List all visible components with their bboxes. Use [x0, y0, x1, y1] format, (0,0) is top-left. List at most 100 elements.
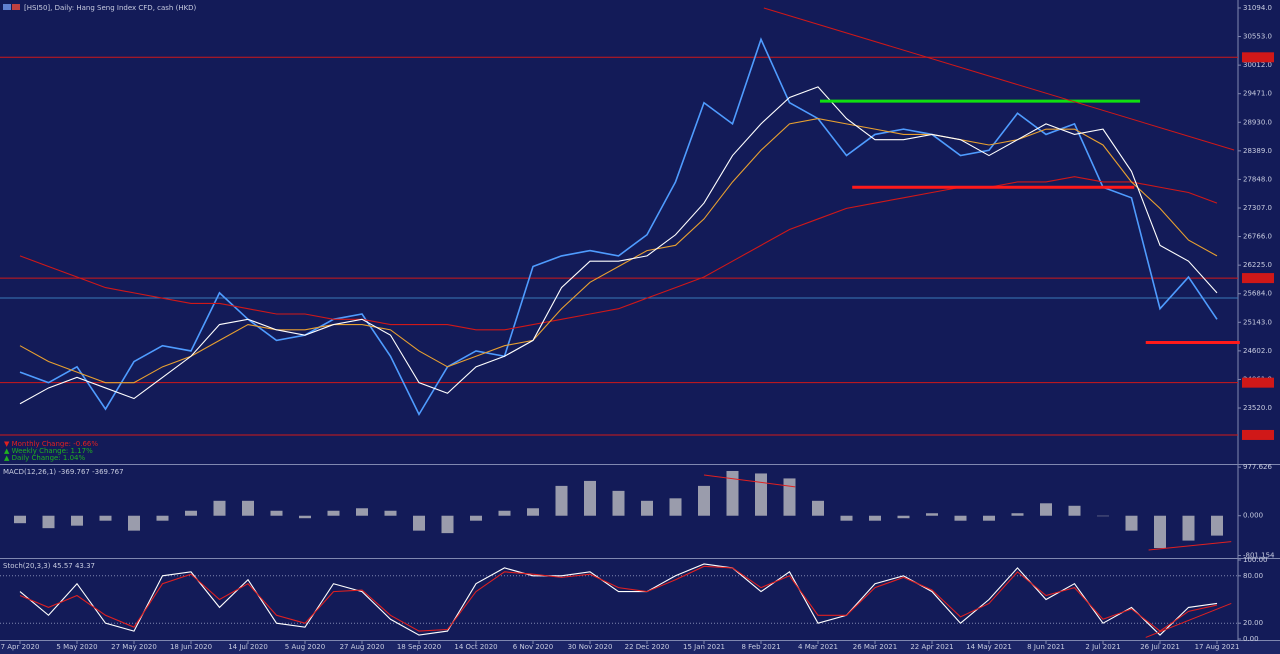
x-tick-label: 30 Nov 2020	[568, 643, 613, 651]
y-tick-label: 977.626	[1243, 463, 1272, 471]
bar	[584, 480, 596, 516]
bar	[14, 515, 26, 524]
x-tick-label: 15 Jan 2021	[683, 643, 725, 651]
x-tick-label: 8 Jun 2021	[1027, 643, 1065, 651]
info-line: ▲ Daily Change: 1.04%	[4, 454, 86, 462]
bar	[755, 473, 767, 516]
bar	[413, 515, 425, 531]
x-tick-label: 17 Aug 2021	[1195, 643, 1240, 651]
trendline	[1148, 541, 1232, 551]
bar	[384, 510, 397, 516]
x-tick-label: 27 May 2020	[111, 643, 157, 651]
bar	[242, 500, 254, 516]
bar	[612, 490, 625, 516]
bar	[1182, 515, 1195, 541]
x-tick-label: 26 Mar 2021	[853, 643, 897, 651]
bar	[71, 515, 83, 526]
x-tick-label: 4 Mar 2021	[798, 643, 838, 651]
y-tick-label: 28389.0	[1243, 147, 1272, 155]
y-tick-label: 27307.0	[1243, 204, 1272, 212]
x-axis-strip	[0, 641, 1280, 654]
x-tick-label: 18 Sep 2020	[397, 643, 441, 651]
y-tick-label: 31094.0	[1243, 4, 1272, 12]
info-line: ▲ Weekly Change: 1.17%	[4, 447, 93, 455]
panel-title: MACD(12,26,1) -369.767 -369.767	[3, 468, 124, 476]
bar	[1154, 515, 1166, 549]
bar	[42, 515, 55, 529]
bar	[926, 513, 938, 516]
y-tick-label: 80.00	[1243, 572, 1263, 580]
y-tick-label: 28930.0	[1243, 118, 1272, 126]
series-line	[19, 86, 1218, 405]
x-tick-label: 18 Jun 2020	[170, 643, 212, 651]
bar	[1125, 515, 1138, 531]
icon	[3, 4, 11, 10]
y-tick-label: 20.00	[1243, 619, 1263, 627]
x-tick-label: 26 Jul 2021	[1140, 643, 1180, 651]
bar	[527, 508, 539, 516]
bar	[270, 510, 283, 516]
bar	[213, 500, 226, 516]
y-tick-label: 26766.0	[1243, 233, 1272, 241]
x-tick-label: 22 Apr 2021	[910, 643, 953, 651]
series-line	[19, 37, 1218, 417]
bar	[1097, 515, 1109, 517]
x-tick-label: 2 Jul 2021	[1085, 643, 1120, 651]
x-tick-label: 5 May 2020	[56, 643, 97, 651]
series-line	[19, 565, 1218, 632]
x-tick-label: 5 Aug 2020	[285, 643, 325, 651]
trendline	[703, 474, 796, 488]
bar	[897, 515, 910, 519]
bar	[669, 498, 682, 516]
y-tick-label: 100.00	[1243, 556, 1268, 564]
panel-title: Stoch(20,3,3) 45.57 43.37	[3, 562, 95, 570]
y-tick-label: 25684.0	[1243, 290, 1272, 298]
y-tick-label: 30012.0	[1243, 61, 1272, 69]
y-tick-label: 26225.0	[1243, 261, 1272, 269]
bar	[954, 515, 967, 521]
y-tick-label: 24602.0	[1243, 347, 1272, 355]
series-line	[19, 563, 1218, 636]
x-tick-label: 8 Feb 2021	[741, 643, 780, 651]
bar	[983, 515, 995, 521]
bar	[128, 515, 140, 531]
y-tick-label: 27848.0	[1243, 175, 1272, 183]
x-tick-label: 7 Apr 2020	[1, 643, 40, 651]
bar	[441, 515, 454, 534]
y-tick-label: 25143.0	[1243, 318, 1272, 326]
icon	[12, 4, 20, 10]
bar	[1211, 515, 1223, 536]
bar	[299, 515, 311, 519]
bar	[812, 500, 824, 516]
bar	[555, 485, 568, 516]
x-tick-label: 6 Nov 2020	[513, 643, 553, 651]
bar	[470, 515, 482, 521]
bar	[156, 515, 169, 521]
x-tick-label: 22 Dec 2020	[625, 643, 670, 651]
level-marker	[1242, 273, 1274, 284]
bar	[1068, 505, 1081, 516]
y-tick-label: 0.00	[1243, 635, 1259, 643]
y-tick-label: 0.000	[1243, 512, 1263, 520]
x-tick-label: 14 Jul 2020	[228, 643, 268, 651]
x-tick-label: 27 Aug 2020	[340, 643, 385, 651]
series-line	[19, 176, 1218, 331]
y-tick-label: -801.154	[1243, 552, 1275, 560]
y-tick-label: 30553.0	[1243, 33, 1272, 41]
x-tick-label: 14 May 2021	[966, 643, 1012, 651]
bar	[498, 510, 511, 516]
bar	[185, 510, 197, 516]
bar	[1011, 513, 1024, 516]
level-marker	[1242, 52, 1274, 63]
bar	[641, 500, 653, 516]
bar	[698, 485, 710, 516]
bar	[840, 515, 853, 521]
bar	[726, 470, 739, 516]
level-marker	[1242, 377, 1274, 388]
trendline	[1145, 602, 1232, 638]
x-tick-label: 14 Oct 2020	[454, 643, 497, 651]
bar	[1040, 503, 1052, 516]
